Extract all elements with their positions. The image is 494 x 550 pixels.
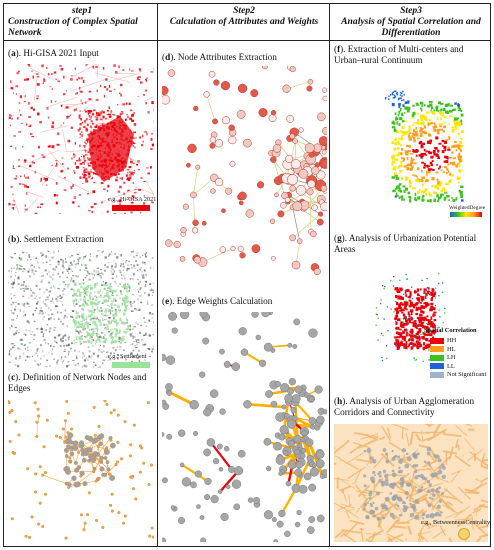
panel-a-legend-swatch (112, 205, 150, 211)
legend-label: LH (447, 354, 456, 361)
panel-g-title: (g). Analysis of Urbanization Potential … (334, 233, 477, 254)
panel-h-title: (h). Analysis of Urban Agglomeration Cor… (334, 396, 475, 417)
legend-item-hl: HL (430, 346, 456, 353)
panel-f-title: (f). Extraction of Multi-centers and Urb… (334, 44, 464, 65)
panel-f-legend-ramp (450, 212, 482, 217)
panel-c-map (8, 400, 154, 540)
panel-d-title: (d). Node Attributes Extraction (162, 52, 277, 62)
column-header-step1: step1 Construction of Complex Spatial Ne… (8, 5, 156, 38)
header-divider (3, 40, 491, 41)
column-divider-2 (329, 3, 330, 547)
panel-d-map (162, 66, 327, 276)
panel-g-map (334, 262, 488, 390)
legend-label: Not Significant (447, 371, 487, 378)
panel-e-map (162, 312, 327, 542)
legend-label: HL (447, 345, 456, 353)
legend-item-lh: LH (430, 354, 456, 361)
panel-a-legend-label: e.g., Hi-GISA 2021 (108, 196, 157, 203)
panel-h-legend-label: e.g., BetweennessCentrality (421, 519, 491, 526)
step-label: Step2 (233, 5, 255, 16)
panel-h-legend-symbol (458, 528, 470, 540)
legend-label: LL (447, 362, 455, 370)
legend-swatch (430, 363, 444, 370)
column-header-step3: Step3 Analysis of Spatial Correlation an… (332, 5, 490, 38)
legend-swatch (430, 337, 444, 344)
panel-c-title: (c). Definition of Network Nodes and Edg… (8, 372, 147, 393)
legend-swatch (430, 371, 444, 378)
panel-e-title: (e). Edge Weights Calculation (162, 296, 273, 306)
figure-frame (3, 3, 491, 547)
legend-item-ll: LL (430, 363, 455, 370)
legend-item-not-significant: Not Significant (430, 371, 486, 378)
legend-swatch (430, 346, 444, 353)
panel-f-legend-label: WeightedDegree (449, 205, 486, 211)
step-title: Calculation of Attributes and Weights (169, 16, 319, 27)
legend-label: HH (447, 337, 457, 344)
step-label: step1 (71, 5, 93, 16)
step-title: Construction of Complex Spatial Network (8, 16, 138, 38)
step-label: Step3 (400, 5, 422, 16)
panel-b-legend-swatch (112, 362, 150, 368)
panel-b-map (8, 250, 154, 368)
panel-f-map (334, 70, 488, 220)
panel-h-map (334, 424, 488, 542)
legend-swatch (430, 354, 444, 361)
panel-b-legend-label: e.g., Settlement (108, 353, 147, 360)
panel-a-map (8, 64, 154, 214)
panel-b-title: (b). Settlement Extraction (8, 234, 104, 244)
legend-item-hh: HH (430, 337, 456, 344)
column-divider-1 (157, 3, 158, 547)
column-header-step2: Step2 Calculation of Attributes and Weig… (160, 5, 328, 27)
panel-g-legend-title: Spatial Correlation (424, 327, 477, 334)
panel-a-title: (a). Hi-GISA 2021 Input (8, 48, 99, 58)
step-title: Analysis of Spatial Correlation and Diff… (341, 16, 481, 38)
